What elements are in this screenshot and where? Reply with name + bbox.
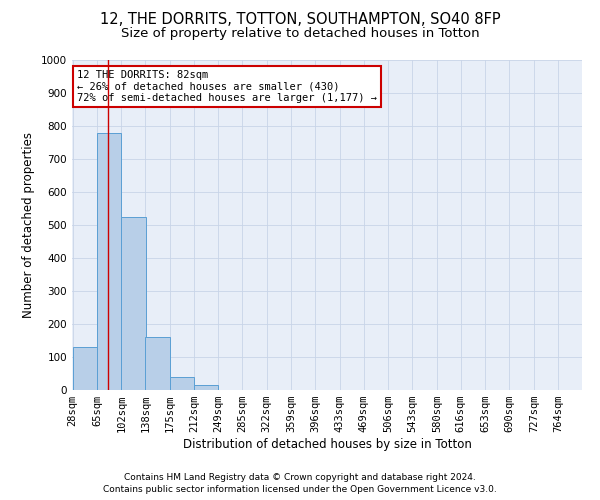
- Y-axis label: Number of detached properties: Number of detached properties: [22, 132, 35, 318]
- Bar: [145, 337, 170, 390]
- X-axis label: Distribution of detached houses by size in Totton: Distribution of detached houses by size …: [182, 438, 472, 451]
- Text: 12, THE DORRITS, TOTTON, SOUTHAMPTON, SO40 8FP: 12, THE DORRITS, TOTTON, SOUTHAMPTON, SO…: [100, 12, 500, 28]
- Bar: [170, 378, 194, 390]
- Text: 12 THE DORRITS: 82sqm
← 26% of detached houses are smaller (430)
72% of semi-det: 12 THE DORRITS: 82sqm ← 26% of detached …: [77, 70, 377, 103]
- Bar: [194, 385, 218, 390]
- Bar: [73, 347, 97, 390]
- Bar: [121, 217, 146, 390]
- Text: Contains HM Land Registry data © Crown copyright and database right 2024.
Contai: Contains HM Land Registry data © Crown c…: [103, 472, 497, 494]
- Bar: [97, 132, 121, 390]
- Text: Size of property relative to detached houses in Totton: Size of property relative to detached ho…: [121, 28, 479, 40]
